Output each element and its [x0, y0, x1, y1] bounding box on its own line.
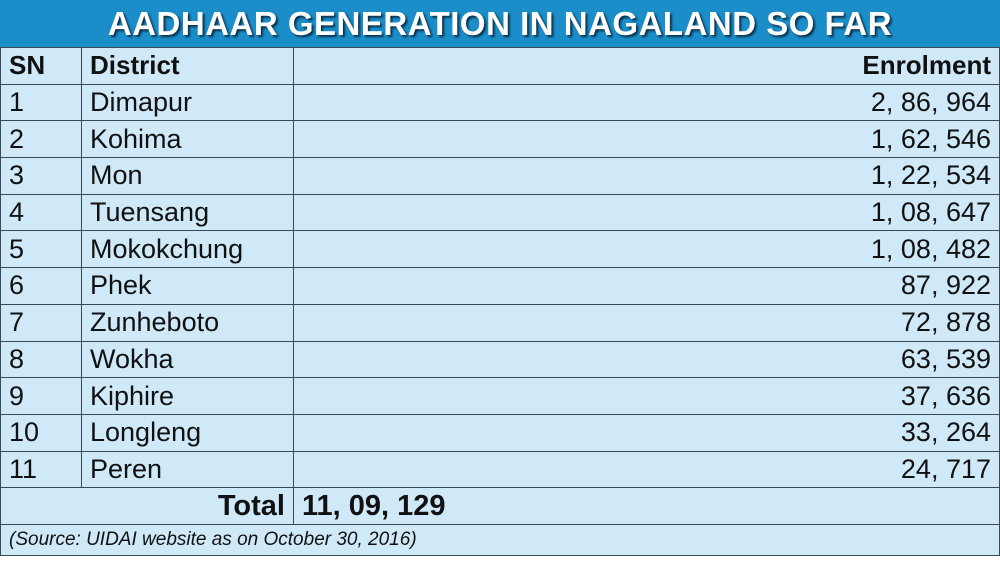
- cell: 63, 539: [293, 340, 1000, 379]
- header-row: SN District Enrolment: [0, 47, 1000, 85]
- cell: 1: [0, 83, 82, 122]
- cell: 1, 08, 482: [293, 230, 1000, 269]
- cell: Mon: [81, 157, 294, 195]
- cell: 1, 08, 647: [293, 193, 1000, 232]
- cell: 4: [0, 193, 82, 232]
- total-row: Total 11, 09, 129: [0, 487, 1000, 525]
- cell: Phek: [81, 267, 294, 305]
- cell: 7: [0, 303, 82, 342]
- cell: 33, 264: [293, 413, 1000, 452]
- cell: 9: [0, 377, 82, 415]
- data-row: 1 Dimapur 2, 86, 964: [0, 83, 1000, 122]
- cell: Tuensang: [81, 193, 294, 232]
- enrolment-table: SN District Enrolment 1 Dimapur 2, 86, 964…: [0, 47, 1000, 556]
- cell: Kiphire: [81, 377, 294, 415]
- cell: 1, 62, 546: [293, 120, 1000, 159]
- total-value: 11, 09, 129: [293, 487, 1000, 525]
- cell: 3: [0, 157, 82, 195]
- source-row: (Source: UIDAI website as on October 30,…: [0, 523, 1000, 556]
- cell: 5: [0, 230, 82, 269]
- cell: Peren: [81, 450, 294, 489]
- header-cell: Enrolment: [293, 47, 1000, 85]
- data-row: 3 Mon 1, 22, 534: [0, 157, 1000, 195]
- table-body: SN District Enrolment 1 Dimapur 2, 86, 964…: [0, 47, 1000, 556]
- cell: 87, 922: [293, 267, 1000, 305]
- header-cell: District: [81, 47, 294, 85]
- data-row: 7 Zunheboto 72, 878: [0, 303, 1000, 342]
- cell: Wokha: [81, 340, 294, 379]
- data-row: 11 Peren 24, 717: [0, 450, 1000, 489]
- cell: 24, 717: [293, 450, 1000, 489]
- cell: Mokokchung: [81, 230, 294, 269]
- cell: Dimapur: [81, 83, 294, 122]
- source-note: (Source: UIDAI website as on October 30,…: [0, 523, 1000, 556]
- cell: Kohima: [81, 120, 294, 159]
- cell: 72, 878: [293, 303, 1000, 342]
- cell: 11: [0, 450, 82, 489]
- cell: 1, 22, 534: [293, 157, 1000, 195]
- data-row: 6 Phek 87, 922: [0, 267, 1000, 305]
- cell: 10: [0, 413, 82, 452]
- data-row: 10 Longleng 33, 264: [0, 413, 1000, 452]
- data-row: 9 Kiphire 37, 636: [0, 377, 1000, 415]
- title-banner: AADHAAR GENERATION IN NAGALAND SO FAR: [0, 0, 1000, 47]
- data-row: 8 Wokha 63, 539: [0, 340, 1000, 379]
- cell: Longleng: [81, 413, 294, 452]
- header-cell: SN: [0, 47, 82, 85]
- cell: 2: [0, 120, 82, 159]
- total-label: Total: [0, 487, 294, 525]
- data-row: 2 Kohima 1, 62, 546: [0, 120, 1000, 159]
- data-row: 5 Mokokchung 1, 08, 482: [0, 230, 1000, 269]
- cell: 8: [0, 340, 82, 379]
- cell: 37, 636: [293, 377, 1000, 415]
- cell: 6: [0, 267, 82, 305]
- cell: Zunheboto: [81, 303, 294, 342]
- data-row: 4 Tuensang 1, 08, 647: [0, 193, 1000, 232]
- cell: 2, 86, 964: [293, 83, 1000, 122]
